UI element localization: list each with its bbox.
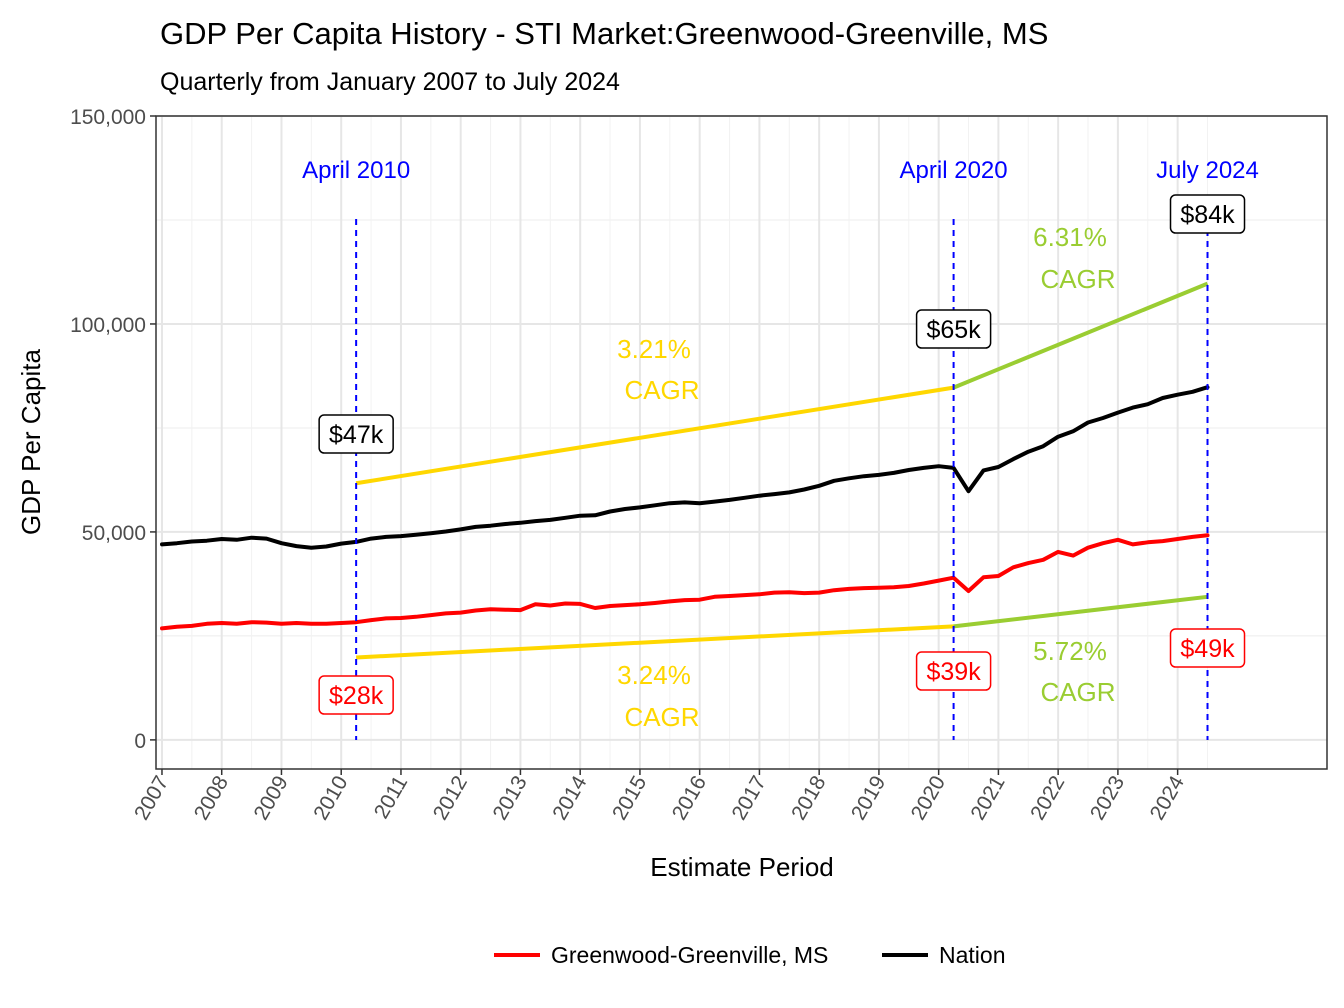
y-tick-label: 150,000 (70, 106, 146, 129)
cagr-word-label: CAGR (624, 375, 699, 405)
x-tick-label: 2013 (488, 772, 531, 824)
x-tick-label: 2016 (668, 772, 711, 824)
cagr-rate-label: 6.31% (1033, 222, 1107, 252)
series-layer (160, 281, 1210, 660)
x-axis-title: Estimate Period (650, 852, 834, 882)
chart-subtitle: Quarterly from January 2007 to July 2024 (160, 68, 620, 96)
cagr-trend-line-cagr_late (953, 594, 1208, 629)
event-marker-label: July 2024 (1156, 157, 1259, 184)
grid-lines (156, 115, 1327, 769)
nation-value-label-box (915, 309, 992, 349)
y-tick-label: 100,000 (70, 314, 146, 337)
cagr-rate-label: 3.24% (617, 660, 691, 690)
nation-value-label-box (1169, 194, 1246, 234)
y-tick-label: 0 (134, 730, 146, 753)
local-value-label: $39k (926, 658, 981, 686)
series-line-nation (160, 385, 1210, 550)
x-tick-label: 2017 (727, 772, 770, 824)
y-axis-title: GDP Per Capita (16, 348, 46, 534)
event-marker-label: April 2010 (302, 157, 410, 184)
local-value-label: $28k (329, 682, 384, 710)
nation-value-label: $65k (926, 316, 981, 344)
x-tick-label: 2008 (190, 772, 233, 824)
local-value-label-box (1169, 628, 1246, 668)
local-value-label-box (915, 651, 992, 691)
nation-value-label: $84k (1180, 201, 1235, 229)
x-tick-label: 2007 (130, 772, 173, 824)
x-tick-label: 2009 (250, 772, 293, 824)
cagr-word-label: CAGR (1040, 677, 1115, 707)
x-tick-label: 2022 (1026, 772, 1069, 824)
y-tick-label: 50,000 (82, 522, 146, 545)
x-tick-label: 2012 (429, 772, 472, 824)
cagr-word-label: CAGR (1040, 264, 1115, 294)
nation-value-label: $47k (329, 421, 384, 449)
x-tick-label: 2015 (608, 772, 651, 824)
cagr-word-label: CAGR (624, 702, 699, 732)
x-tick-label: 2019 (847, 772, 890, 824)
legend-label-nation: Nation (939, 942, 1005, 968)
cagr-rate-label: 3.21% (617, 334, 691, 364)
marker-layer: April 2010 April 2020 July 2024 $47k $28k $65… (302, 157, 1259, 740)
legend-label-local: Greenwood-Greenville, MS (551, 942, 828, 968)
annotation-layer: 3.21% CAGR 6.31% CAGR 3.24% CAGR 5.72% CAGR (617, 222, 1115, 732)
x-tick-label: 2014 (548, 772, 591, 824)
series-line-local (160, 533, 1210, 631)
x-tick-label: 2010 (309, 772, 352, 824)
nation-value-label-box (318, 414, 394, 454)
local-value-label-box (318, 675, 394, 715)
cagr-trend-line-cagr_early (356, 624, 954, 660)
plot-border (155, 115, 1328, 770)
legend: Greenwood-Greenville, MS Nation (494, 942, 1005, 968)
chart-title: GDP Per Capita History - STI Market:Gree… (160, 16, 1048, 51)
cagr-rate-label: 5.72% (1033, 636, 1107, 666)
x-tick-label: 2018 (787, 772, 830, 824)
x-tick-label: 2020 (907, 772, 950, 824)
x-tick-label: 2011 (370, 772, 413, 823)
x-tick-label: 2021 (966, 772, 1009, 824)
x-tick-label: 2023 (1086, 772, 1129, 824)
cagr-trend-line-cagr_early (355, 385, 954, 486)
cagr-trend-line-cagr_late (952, 281, 1209, 390)
local-value-label: $49k (1180, 635, 1235, 663)
event-marker-label: April 2020 (900, 157, 1008, 184)
x-tick-label: 2024 (1146, 772, 1189, 824)
